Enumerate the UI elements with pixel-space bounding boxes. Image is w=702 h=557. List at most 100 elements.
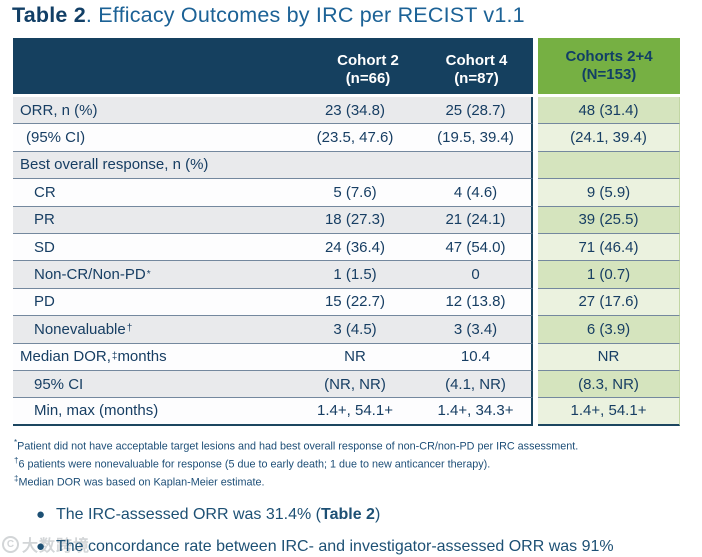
value-cell-c2 (290, 151, 420, 180)
col-header-cohort-4: Cohort 4 (n=87) (420, 50, 533, 90)
row-label-text: months (117, 348, 167, 366)
value-cell-c24: NR (538, 343, 680, 371)
column-gutter (533, 343, 538, 371)
value-cell-c24: 27 (17.6) (538, 288, 680, 317)
column-gutter (533, 38, 538, 94)
row-label: ORR, n (%) (13, 97, 290, 125)
table-row: Median DOR, ‡ months NR 10.4 NR (13, 343, 680, 371)
footnote-text: Median DOR was based on Kaplan-Meier est… (18, 476, 265, 489)
row-label: CR (13, 179, 290, 207)
table-row: SD 24 (36.4) 47 (54.0) 71 (46.4) (13, 233, 680, 262)
title-rest: . Efficacy Outcomes by IRC per RECIST v1… (85, 3, 525, 27)
value-cell-c4: 4 (4.6) (420, 179, 533, 207)
bullet-text-pre: The IRC-assessed ORR was 31.4% ( (56, 505, 321, 523)
value-cell-c2: (NR, NR) (290, 370, 420, 399)
value-cell-c24: 39 (25.5) (538, 206, 680, 234)
row-label-text: (95% CI) (26, 129, 86, 147)
header-blank-cell (13, 38, 533, 94)
column-gutter (533, 179, 538, 207)
value-cell-c24: (8.3, NR) (538, 370, 680, 399)
row-label: Median DOR, ‡ months (13, 343, 290, 371)
value-cell-c24: 1 (0.7) (538, 261, 680, 289)
row-label: SD (13, 233, 290, 262)
footnote-asterisk: *Patient did not have acceptable target … (14, 436, 702, 454)
value-cell-c2: 3 (4.5) (290, 316, 420, 344)
row-label-text: Best overall response, n (%) (20, 156, 209, 174)
row-label-text: Non-CR/Non-PD (34, 266, 146, 284)
bullet-orr: ● The IRC-assessed ORR was 31.4% (Table … (36, 504, 702, 526)
value-cell-c24 (538, 151, 680, 180)
row-label: PR (13, 206, 290, 234)
row-label: (95% CI) (13, 124, 290, 152)
row-label: Min, max (months) (13, 398, 290, 426)
value-cell-c4: (4.1, NR) (420, 370, 533, 399)
table-row: Min, max (months) 1.4+, 54.1+ 1.4+, 34.3+ 1… (13, 398, 680, 426)
value-cell-c4: 3 (3.4) (420, 316, 533, 344)
col-header-label: Cohort 4 (445, 52, 508, 69)
bullet-text-pre: The concordance rate between IRC- and in… (56, 537, 614, 555)
value-cell-c4 (420, 151, 533, 180)
table-row: Nonevaluable † 3 (4.5) 3 (3.4) 6 (3.9) (13, 316, 680, 344)
bullet-icon: ● (36, 505, 46, 523)
table-row: PR 18 (27.3) 21 (24.1) 39 (25.5) (13, 206, 680, 234)
col-header-label: Cohorts 2+4 (565, 48, 653, 65)
column-gutter (533, 316, 538, 344)
bullet-text: The IRC-assessed ORR was 31.4% (Table 2) (56, 504, 380, 526)
value-cell-c24: 48 (31.4) (538, 97, 680, 125)
table-row: (95% CI) (23.5, 47.6) (19.5, 39.4) (24.1, 3… (13, 124, 680, 152)
value-cell-c24: 9 (5.9) (538, 179, 680, 207)
col-header-label: Cohort 2 (337, 52, 399, 69)
col-header-sub: (N=153) (581, 66, 637, 83)
column-gutter (533, 288, 538, 317)
title-bold: Table 2 (12, 3, 86, 27)
value-cell-c2: 23 (34.8) (290, 97, 420, 125)
table-body: ORR, n (%) 23 (34.8) 25 (28.7) 48 (31.4) (95… (13, 97, 680, 426)
table-row: PD 15 (22.7) 12 (13.8) 27 (17.6) (13, 288, 680, 317)
value-cell-c2: 5 (7.6) (290, 179, 420, 207)
column-gutter (533, 97, 538, 125)
value-cell-c4: 10.4 (420, 343, 533, 371)
column-gutter (533, 261, 538, 289)
value-cell-c4: 25 (28.7) (420, 97, 533, 125)
bullet-text: The concordance rate between IRC- and in… (56, 536, 614, 557)
row-label: Non-CR/Non-PD * (13, 261, 290, 289)
value-cell-c4: 47 (54.0) (420, 233, 533, 262)
row-label-text: CR (34, 183, 56, 201)
column-gutter (533, 398, 538, 426)
col-header-cohort-2: Cohort 2 (n=66) (303, 50, 433, 90)
row-label-text: 95% CI (34, 375, 84, 393)
value-cell-c4: 1.4+, 34.3+ (420, 398, 533, 426)
table-row: Best overall response, n (%) (13, 151, 680, 180)
column-gutter (533, 124, 538, 152)
value-cell-c2: NR (290, 343, 420, 371)
table-row: 95% CI (NR, NR) (4.1, NR) (8.3, NR) (13, 370, 680, 399)
footnote-text: Patient did not have acceptable target l… (17, 440, 579, 453)
col-header-sub: (n=66) (345, 70, 391, 87)
row-label: Nonevaluable † (13, 316, 290, 344)
watermark-logo-icon: C (2, 535, 19, 553)
row-label-text: SD (34, 238, 55, 256)
value-cell-c2: (23.5, 47.6) (290, 124, 420, 152)
value-cell-c24: 71 (46.4) (538, 233, 680, 262)
row-label: Best overall response, n (%) (13, 151, 290, 180)
footnote-double-dagger: ‡Median DOR was based on Kaplan-Meier es… (14, 472, 702, 490)
row-label-text: Min, max (months) (34, 402, 159, 420)
value-cell-c2: 15 (22.7) (290, 288, 420, 317)
col-header-cohorts-2-4: Cohorts 2+4 (N=153) (538, 38, 680, 94)
table-header-row: Cohorts 2+4 (N=153) (13, 38, 680, 94)
table-row: CR 5 (7.6) 4 (4.6) 9 (5.9) (13, 179, 680, 207)
row-label-text: PR (34, 211, 55, 229)
value-cell-c2: 24 (36.4) (290, 233, 420, 262)
col-header-sub: (n=87) (454, 70, 499, 87)
table-row: ORR, n (%) 23 (34.8) 25 (28.7) 48 (31.4) (13, 97, 680, 125)
page-title: Table 2. Efficacy Outcomes by IRC per RE… (12, 3, 702, 28)
value-cell-c4: 21 (24.1) (420, 206, 533, 234)
value-cell-c2: 1 (1.5) (290, 261, 420, 289)
column-gutter (533, 233, 538, 262)
value-cell-c4: (19.5, 39.4) (420, 124, 533, 152)
row-label: 95% CI (13, 370, 290, 399)
column-gutter (533, 206, 538, 234)
footnote-marker: † (14, 455, 19, 465)
footnote-marker: * (14, 437, 18, 447)
